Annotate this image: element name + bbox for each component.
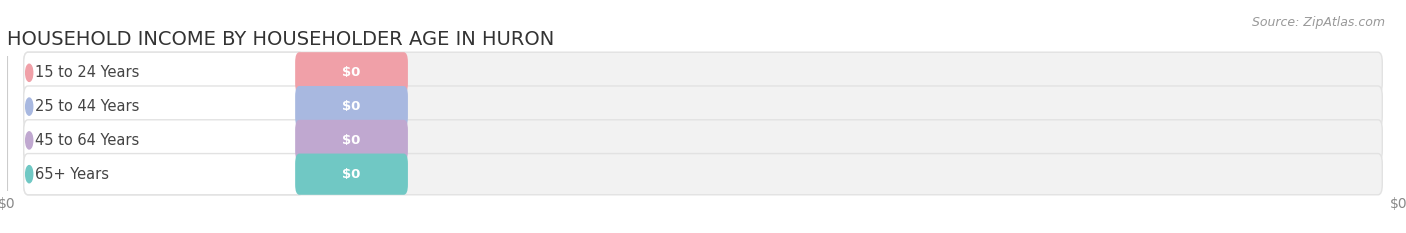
FancyBboxPatch shape — [295, 86, 408, 127]
FancyBboxPatch shape — [24, 154, 1382, 195]
Text: $0: $0 — [342, 66, 361, 79]
Text: HOUSEHOLD INCOME BY HOUSEHOLDER AGE IN HURON: HOUSEHOLD INCOME BY HOUSEHOLDER AGE IN H… — [7, 30, 554, 49]
Text: $0: $0 — [342, 168, 361, 181]
FancyBboxPatch shape — [24, 86, 304, 127]
Text: 15 to 24 Years: 15 to 24 Years — [35, 65, 139, 80]
FancyBboxPatch shape — [295, 52, 408, 93]
Circle shape — [25, 132, 32, 149]
Text: Source: ZipAtlas.com: Source: ZipAtlas.com — [1251, 16, 1385, 29]
FancyBboxPatch shape — [295, 154, 408, 195]
FancyBboxPatch shape — [24, 52, 1382, 93]
FancyBboxPatch shape — [24, 154, 304, 195]
FancyBboxPatch shape — [24, 120, 1382, 161]
Circle shape — [25, 64, 32, 81]
Text: $0: $0 — [342, 134, 361, 147]
Circle shape — [25, 166, 32, 183]
FancyBboxPatch shape — [295, 120, 408, 161]
Text: $0: $0 — [342, 100, 361, 113]
FancyBboxPatch shape — [24, 86, 1382, 127]
Text: 65+ Years: 65+ Years — [35, 167, 110, 182]
Circle shape — [25, 98, 32, 115]
FancyBboxPatch shape — [24, 52, 304, 93]
Text: 45 to 64 Years: 45 to 64 Years — [35, 133, 139, 148]
Text: 25 to 44 Years: 25 to 44 Years — [35, 99, 139, 114]
FancyBboxPatch shape — [24, 120, 304, 161]
